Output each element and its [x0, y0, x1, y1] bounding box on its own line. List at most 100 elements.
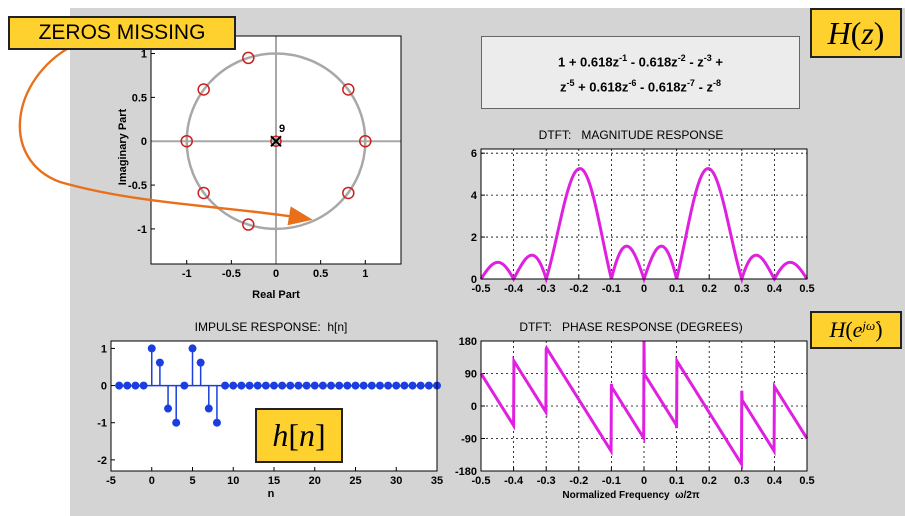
- stem-marker: [351, 381, 360, 390]
- axes-border: [110, 340, 438, 472]
- y-tick-label: 0: [141, 136, 147, 148]
- hn-open: [: [288, 417, 299, 453]
- formula-term: + 0.618z: [574, 78, 629, 94]
- stem-marker: [180, 381, 189, 390]
- axes-border: [480, 340, 808, 472]
- formula-term: - z: [685, 54, 704, 70]
- x-tick-label: -0.4: [504, 283, 524, 295]
- zero-marker: [342, 186, 355, 200]
- zero-marker: [197, 83, 210, 96]
- pole-zero-plot: -1 -0.5 0 0.5 1 1 0.5 0 -0.5 -1 9: [128, 35, 402, 280]
- y-tick-label: 180: [459, 336, 477, 348]
- stem-marker: [139, 381, 148, 390]
- formula-term: - z: [694, 78, 714, 94]
- hz-z: z: [861, 14, 874, 51]
- zero-marker: [242, 218, 255, 231]
- axes-border: [150, 35, 402, 265]
- pz-xlabel: Real Part: [252, 289, 300, 301]
- formula-exponent: -3: [703, 53, 712, 64]
- hn-h: h: [272, 417, 289, 453]
- x-tick-label: 0: [641, 475, 647, 487]
- x-tick-label: -0.2: [569, 283, 588, 295]
- stem-marker: [155, 358, 164, 367]
- stem-marker: [424, 381, 433, 390]
- y-tick-label: 0: [471, 401, 477, 413]
- stem-marker: [294, 381, 303, 390]
- zero-marker: [359, 134, 372, 148]
- x-tick-label: -5: [106, 475, 116, 487]
- hz-close: ): [873, 14, 885, 51]
- stem-marker: [229, 381, 238, 390]
- stem-marker: [310, 381, 319, 390]
- x-tick-label: 10: [227, 475, 239, 487]
- phase-plot: -0.5 -0.4 -0.3 -0.2 -0.1 0 0.1 0.2 0.3 0.4 0.5 180 9…: [455, 336, 815, 487]
- stem-marker: [327, 381, 336, 390]
- pole-multiplicity-label: 9: [279, 123, 285, 135]
- stem-marker: [384, 381, 393, 390]
- zero-marker: [197, 186, 210, 200]
- x-tick-label: 0.3: [734, 475, 749, 487]
- stem-marker: [400, 381, 409, 390]
- stem-marker: [204, 404, 213, 413]
- x-tick-label: 0.2: [702, 475, 717, 487]
- zero-marker: [342, 83, 355, 96]
- y-tick-label: 0: [101, 381, 107, 393]
- x-tick-label: 0.4: [767, 283, 783, 295]
- hjw-exponent: jω̂: [862, 318, 876, 333]
- y-tick-label: -180: [455, 466, 477, 478]
- formula-exponent: -7: [686, 77, 695, 88]
- stem-marker: [237, 381, 246, 390]
- x-tick-label: 0.5: [799, 475, 814, 487]
- hn-close: ]: [315, 417, 326, 453]
- hn-n: n: [299, 417, 315, 453]
- y-tick-label: 90: [465, 369, 477, 381]
- stem-marker: [343, 381, 352, 390]
- x-tick-label: -0.2: [569, 475, 588, 487]
- x-tick-label: 30: [390, 475, 402, 487]
- hz-label: H ( z ): [810, 8, 902, 58]
- y-tick-label: 1: [141, 49, 147, 61]
- formula-exponent: -8: [713, 77, 722, 88]
- stem-marker: [147, 344, 156, 353]
- stem-marker: [318, 381, 327, 390]
- unit-circle: [185, 52, 367, 231]
- stem-marker: [335, 381, 344, 390]
- y-tick-label: 6: [471, 148, 477, 160]
- y-tick-label: -1: [97, 418, 107, 430]
- formula-exponent: -1: [619, 53, 628, 64]
- formula-term: - 0.618z: [627, 54, 678, 70]
- hz-open: (: [850, 14, 862, 51]
- frequency-response-label: H ( e jω̂ ): [810, 311, 902, 349]
- hjw-open: (: [845, 317, 853, 342]
- stem-marker: [302, 381, 311, 390]
- stem-marker: [131, 381, 140, 390]
- x-tick-label: 0.4: [767, 475, 783, 487]
- stem-marker: [196, 358, 205, 367]
- pz-ylabel: Imaginary Part: [117, 108, 129, 185]
- formula-line-1: 1 + 0.618z-1 - 0.618z-2 - z-3 +: [558, 48, 723, 72]
- stem-marker: [286, 381, 295, 390]
- x-tick-label: -0.5: [472, 475, 491, 487]
- formula-term: +: [711, 54, 723, 70]
- x-tick-label: -0.5: [222, 268, 241, 280]
- stem-marker: [245, 381, 254, 390]
- imp-xlabel: n: [268, 488, 275, 500]
- y-tick-label: -1: [137, 224, 147, 236]
- stem-marker: [115, 381, 124, 390]
- zero-marker: [270, 135, 282, 147]
- x-tick-label: 0: [641, 283, 647, 295]
- transfer-function-formula: 1 + 0.618z-1 - 0.618z-2 - z-3 + z-5 + 0.…: [481, 36, 800, 109]
- axes-border: [480, 148, 808, 280]
- formula-term: - 0.618z: [636, 78, 687, 94]
- stem-marker: [392, 381, 401, 390]
- zero-marker: [242, 51, 255, 65]
- mag-title: DTFT: MAGNITUDE RESPONSE: [539, 128, 724, 142]
- x-tick-label: -0.4: [504, 475, 524, 487]
- stem-marker: [375, 381, 384, 390]
- x-tick-label: 5: [189, 475, 195, 487]
- x-tick-label: 0.3: [734, 283, 749, 295]
- stem-marker: [261, 381, 270, 390]
- x-tick-label: 1: [362, 268, 368, 280]
